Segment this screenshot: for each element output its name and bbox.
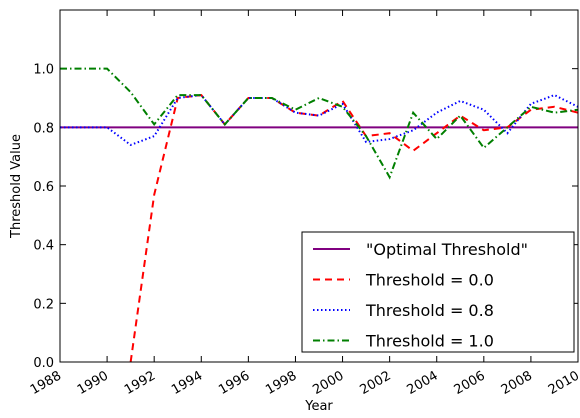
y-tick-label: 0.4 (33, 239, 54, 254)
x-tick-label: 2004 (405, 368, 441, 398)
x-tick-label: 1988 (28, 368, 64, 398)
legend-label: Threshold = 0.8 (365, 301, 494, 320)
legend-label: "Optimal Threshold" (366, 240, 528, 259)
x-tick-label: 1996 (216, 368, 252, 398)
plot-frame (59, 9, 579, 363)
x-tick-label: 2002 (357, 368, 393, 398)
x-tick-label: 2008 (499, 368, 535, 398)
y-tick-label: 1.0 (33, 63, 54, 78)
x-tick-label: 2006 (452, 368, 488, 398)
legend-label: Threshold = 1.0 (365, 332, 494, 351)
y-axis-label: Threshold Value (9, 134, 24, 239)
y-tick-label: 0.6 (33, 180, 54, 195)
x-axis-label: Year (304, 399, 333, 414)
x-tick-label: 1998 (263, 368, 299, 398)
x-tick-label: 2000 (310, 368, 346, 398)
series-line (60, 93, 578, 147)
legend-label: Threshold = 0.0 (365, 271, 494, 290)
x-tick-label: 1990 (75, 368, 111, 398)
x-tick-label: 2010 (546, 368, 580, 398)
y-tick-label: 0.8 (33, 121, 54, 136)
series-line (60, 67, 578, 180)
plot-area (60, 67, 578, 362)
x-tick-label: 1992 (122, 368, 158, 398)
y-tick-label: 0.2 (33, 297, 54, 312)
y-tick-label: 0.0 (33, 356, 54, 371)
legend-box (301, 231, 575, 353)
x-tick-label: 1994 (169, 368, 205, 398)
